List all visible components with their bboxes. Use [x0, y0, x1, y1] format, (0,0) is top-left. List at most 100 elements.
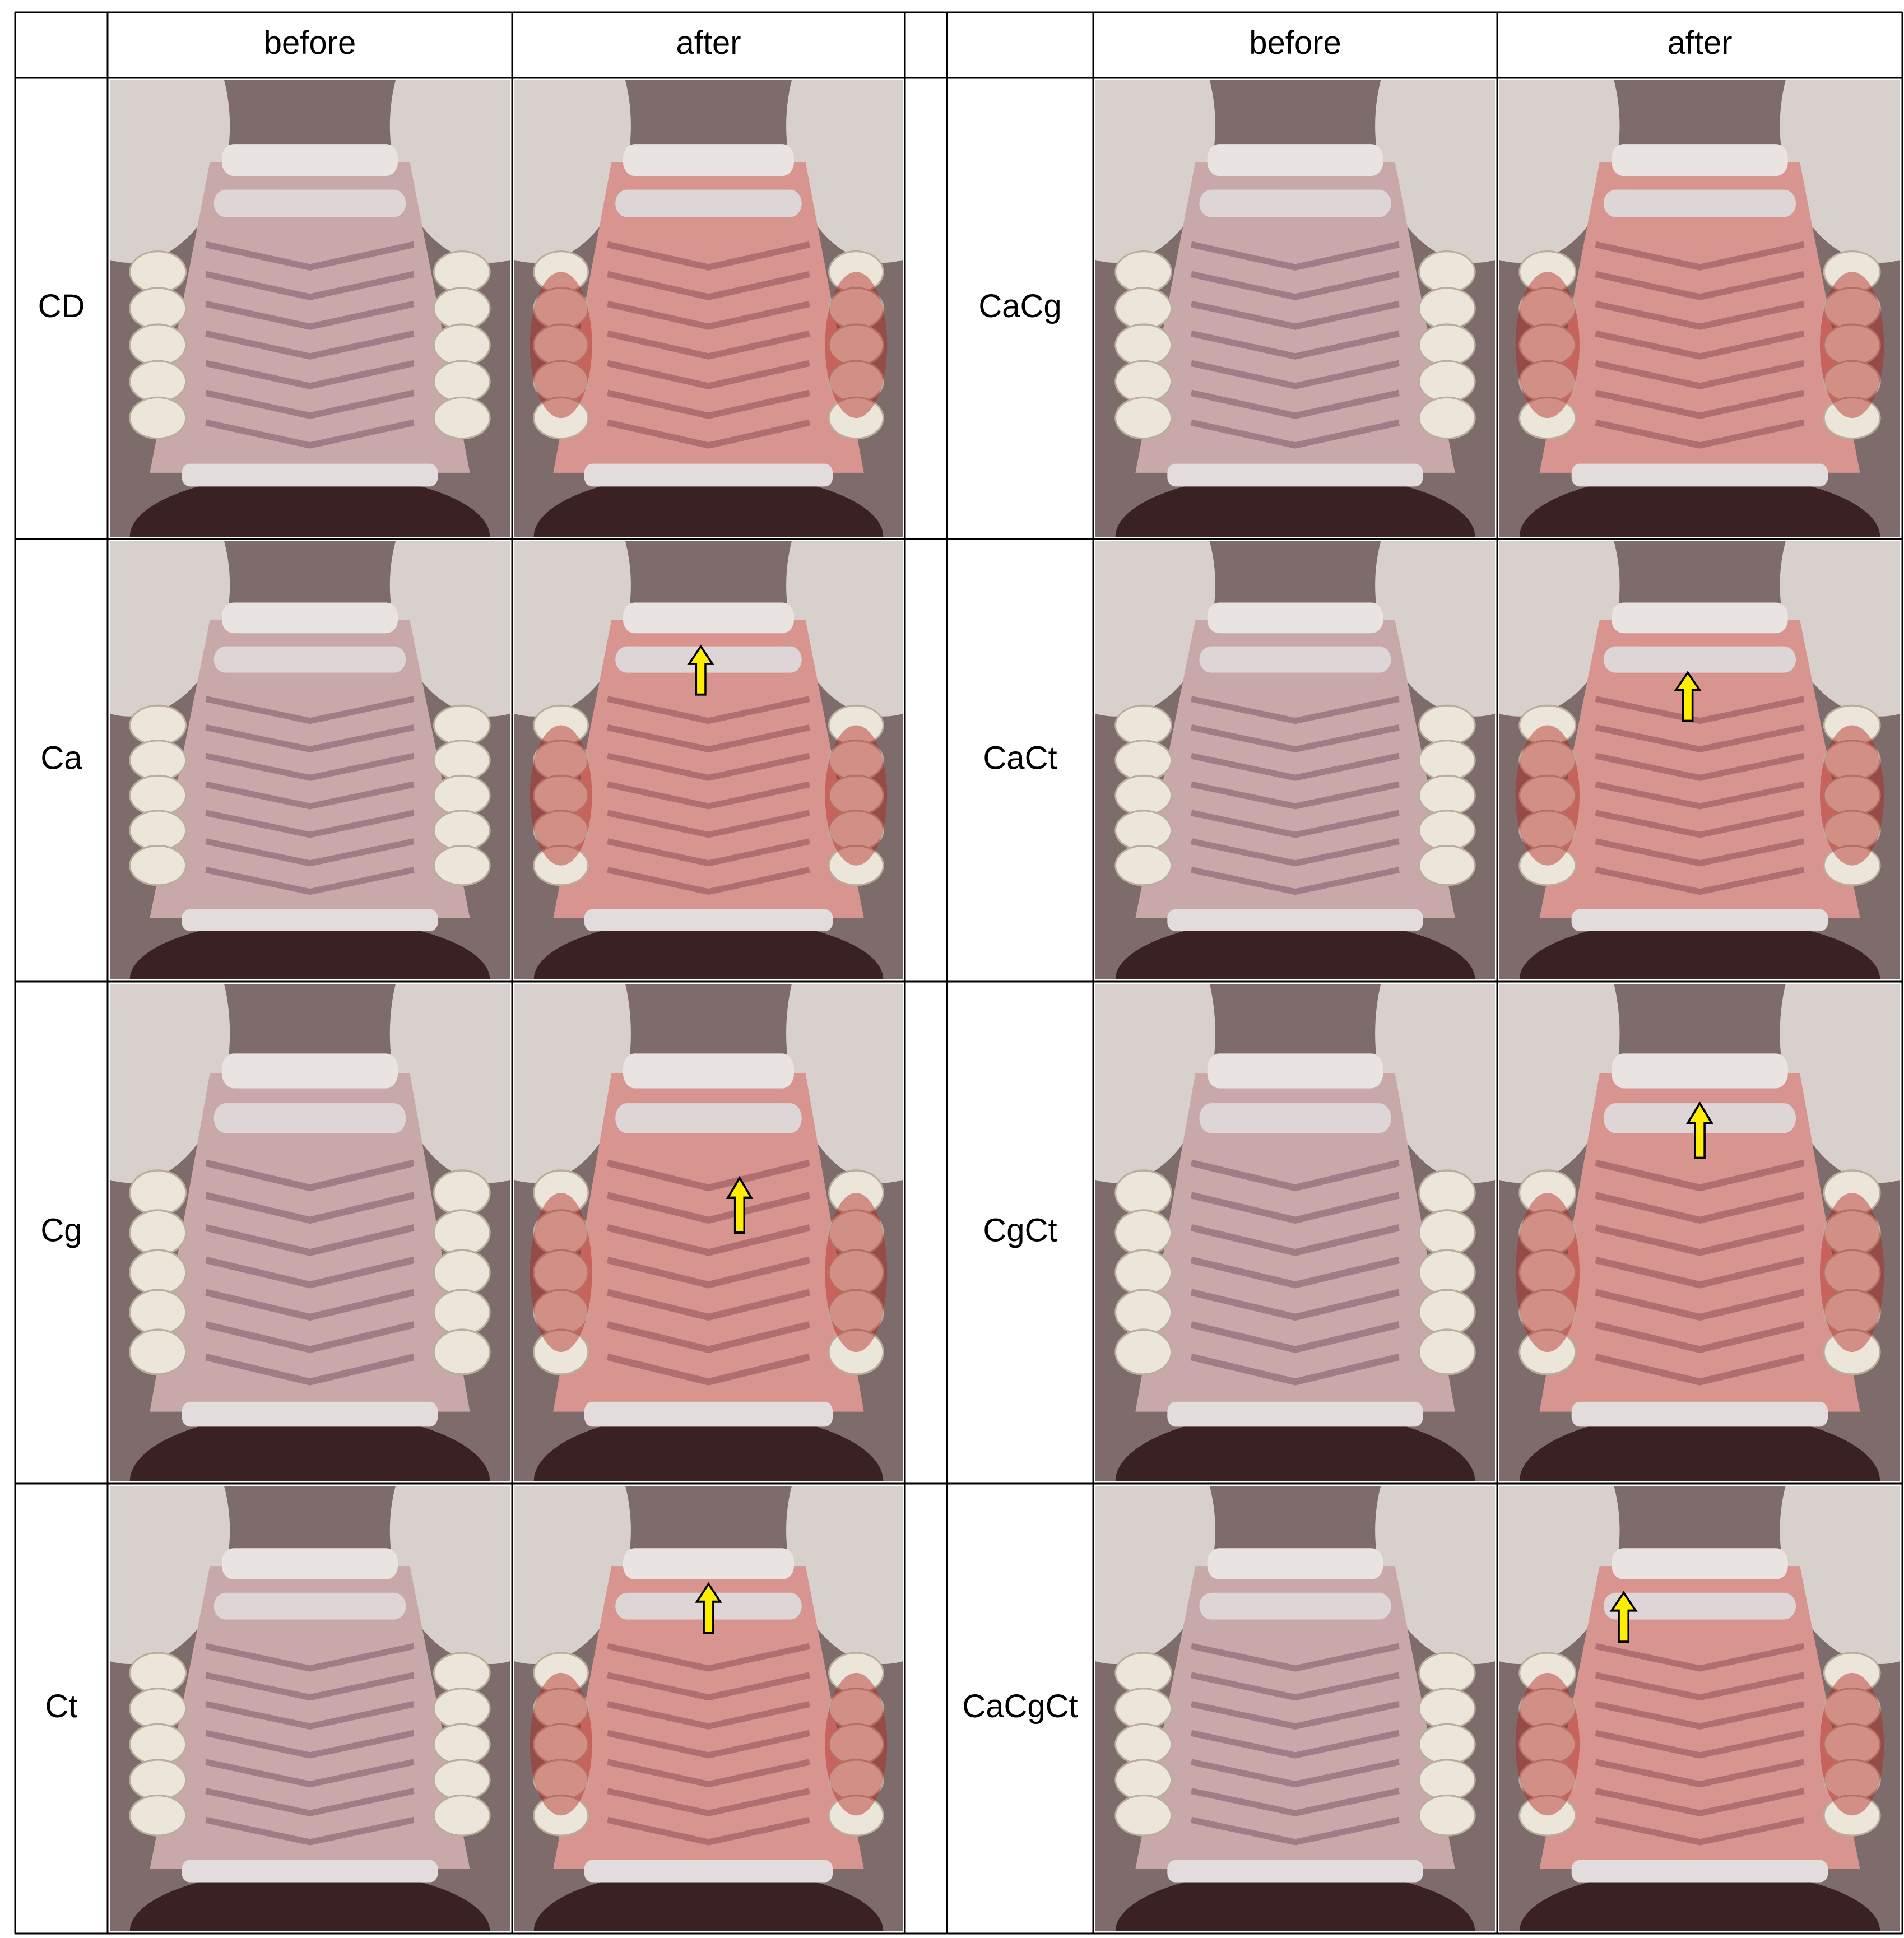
- tooth: [129, 396, 187, 440]
- ridge: [1595, 1289, 1805, 1321]
- ridge: [205, 271, 415, 300]
- ridge: [607, 389, 810, 419]
- tooth: [433, 1328, 491, 1375]
- ridge: [1595, 1759, 1805, 1788]
- incisive-ridge: [615, 1103, 802, 1133]
- tooth: [129, 1289, 187, 1336]
- ridge: [607, 1759, 810, 1788]
- tooth: [433, 810, 491, 851]
- ridge: [607, 419, 810, 449]
- incisive-ridge: [1603, 189, 1796, 217]
- incisive-ridge: [1207, 144, 1383, 176]
- ridge: [1191, 1788, 1400, 1816]
- mouth: [1519, 918, 1880, 979]
- tooth: [129, 250, 187, 294]
- ridge: [205, 1788, 415, 1816]
- ridge: [1191, 810, 1400, 838]
- ridge: [205, 300, 415, 330]
- ridge: [205, 360, 415, 389]
- blood: [825, 1192, 888, 1353]
- ridge: [607, 271, 810, 300]
- incisive-ridge: [213, 1592, 406, 1620]
- ridge: [205, 752, 415, 781]
- column-header: before: [264, 25, 356, 61]
- photo: [110, 984, 510, 1481]
- incisive-ridge: [221, 602, 398, 634]
- ridge: [1191, 389, 1400, 419]
- row-label: CD: [38, 288, 85, 324]
- ridge: [1191, 1701, 1400, 1730]
- ridge: [1191, 1759, 1400, 1788]
- mouth: [1115, 918, 1475, 979]
- tooth: [433, 323, 491, 367]
- incisive-ridge: [1612, 144, 1788, 176]
- tooth: [1418, 810, 1476, 851]
- soft-palate: [584, 1401, 833, 1427]
- soft-palate: [182, 1860, 438, 1883]
- tooth: [1418, 1289, 1476, 1336]
- tooth: [1823, 396, 1881, 440]
- soft-palate: [182, 463, 438, 487]
- ridge: [205, 1224, 415, 1256]
- incisive-ridge: [623, 602, 794, 634]
- tooth: [1518, 1794, 1577, 1837]
- soft-palate: [584, 463, 833, 487]
- ridge: [205, 1159, 415, 1192]
- ridge: [1595, 360, 1805, 389]
- ridge: [1595, 1701, 1805, 1730]
- ridge: [607, 1224, 810, 1256]
- ridge: [205, 1289, 415, 1321]
- ridge: [1191, 241, 1400, 271]
- tooth: [1114, 323, 1172, 367]
- photo: [1095, 541, 1495, 979]
- tooth: [433, 360, 491, 403]
- incisive-ridge: [1612, 1548, 1788, 1579]
- incisive-ridge: [1199, 1103, 1391, 1133]
- row-label: Ca: [40, 740, 82, 776]
- tooth: [1418, 1169, 1476, 1216]
- ridge: [205, 1192, 415, 1224]
- tooth: [433, 287, 491, 330]
- tooth: [828, 1794, 884, 1837]
- tooth: [433, 1169, 491, 1216]
- arrow: [695, 1582, 722, 1634]
- tooth: [1418, 704, 1476, 746]
- tooth: [1823, 1794, 1881, 1837]
- blood: [1820, 1192, 1884, 1353]
- tooth: [1114, 1209, 1172, 1256]
- ridge: [205, 389, 415, 419]
- incisive-ridge: [1199, 1592, 1391, 1620]
- ridge: [607, 1730, 810, 1759]
- tooth: [129, 287, 187, 330]
- mouth: [533, 472, 884, 537]
- soft-palate: [1167, 1860, 1423, 1883]
- photo: [514, 1486, 903, 1931]
- ridge: [205, 1353, 415, 1386]
- tooth: [533, 396, 589, 440]
- incisive-ridge: [623, 144, 794, 176]
- tooth: [1418, 396, 1476, 440]
- ridge: [1595, 696, 1805, 724]
- tooth: [129, 740, 187, 781]
- ridge: [1595, 1353, 1805, 1386]
- ridge: [205, 1321, 415, 1354]
- tooth: [1114, 844, 1172, 886]
- soft-palate: [584, 909, 833, 931]
- ridge: [205, 419, 415, 449]
- mouth: [533, 1411, 884, 1481]
- ridge: [205, 1730, 415, 1759]
- ridge: [607, 1672, 810, 1701]
- tooth: [433, 396, 491, 440]
- row-label: CgCt: [983, 1212, 1057, 1248]
- soft-palate: [584, 1860, 833, 1883]
- arrow: [1609, 1591, 1638, 1643]
- tooth: [1418, 1688, 1476, 1730]
- ridge: [607, 724, 810, 753]
- tooth: [1418, 1652, 1476, 1694]
- photo: [1499, 80, 1900, 537]
- tooth: [1518, 1328, 1577, 1375]
- ridge: [1191, 1192, 1400, 1224]
- arrow: [1685, 1101, 1714, 1160]
- tooth: [828, 396, 884, 440]
